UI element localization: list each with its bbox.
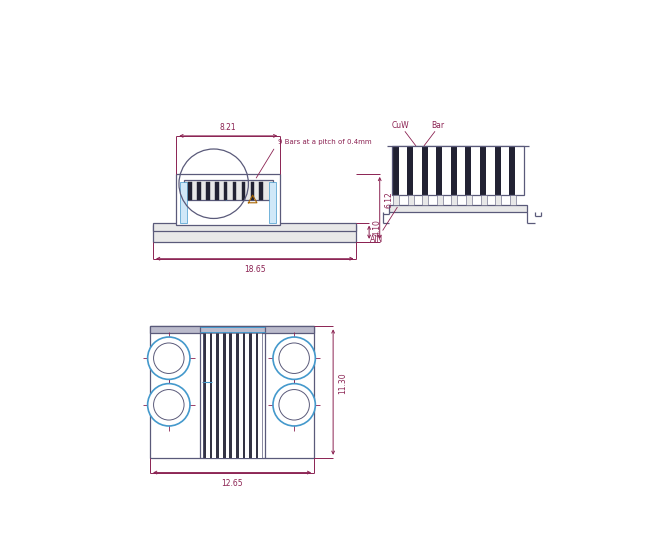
Circle shape <box>148 337 190 379</box>
Bar <box>495 195 501 205</box>
Bar <box>206 182 210 200</box>
Bar <box>252 333 256 458</box>
Text: 11.30: 11.30 <box>338 373 347 394</box>
Text: AlN: AlN <box>370 207 397 244</box>
Bar <box>268 183 276 223</box>
Text: Bar: Bar <box>432 120 445 130</box>
Text: CuW: CuW <box>391 120 409 130</box>
Bar <box>215 182 218 200</box>
Bar <box>471 146 480 195</box>
Bar <box>245 333 249 458</box>
Bar <box>242 182 245 200</box>
Bar <box>422 146 428 195</box>
Bar <box>393 146 524 195</box>
Bar <box>259 182 263 200</box>
Bar <box>250 182 254 200</box>
Text: 4.10: 4.10 <box>372 219 382 236</box>
Bar <box>442 146 450 195</box>
Bar <box>203 333 263 458</box>
Bar <box>510 195 516 205</box>
Bar <box>393 195 399 205</box>
Text: 9 Bars at a pitch of 0.4mm: 9 Bars at a pitch of 0.4mm <box>256 139 372 178</box>
Bar <box>515 146 524 195</box>
Bar <box>153 225 356 242</box>
Bar <box>466 195 472 205</box>
Bar <box>480 146 486 195</box>
Bar <box>184 180 272 200</box>
Bar <box>150 327 314 458</box>
Circle shape <box>153 343 184 373</box>
Bar <box>229 333 232 458</box>
Bar <box>249 333 252 458</box>
Bar <box>451 195 458 205</box>
Bar <box>437 195 443 205</box>
Bar <box>203 333 206 458</box>
Text: 8.21: 8.21 <box>220 123 237 131</box>
Bar <box>457 146 465 195</box>
Text: 18.65: 18.65 <box>244 265 266 274</box>
Circle shape <box>279 389 309 420</box>
Circle shape <box>279 343 309 373</box>
Bar <box>259 333 263 458</box>
Text: 12.65: 12.65 <box>221 479 243 488</box>
Bar <box>197 182 201 200</box>
Bar <box>153 223 356 231</box>
Bar <box>223 333 226 458</box>
Circle shape <box>273 337 315 379</box>
Bar <box>450 146 457 195</box>
Bar <box>428 146 436 195</box>
Bar <box>509 146 515 195</box>
Bar <box>500 146 509 195</box>
Bar <box>398 146 407 195</box>
Bar <box>239 333 242 458</box>
Bar <box>150 327 314 333</box>
Circle shape <box>273 384 315 426</box>
Bar <box>393 146 398 195</box>
Bar <box>480 195 487 205</box>
Bar <box>465 146 471 195</box>
Bar <box>232 333 236 458</box>
Bar <box>422 195 428 205</box>
Bar <box>176 174 280 225</box>
Bar <box>210 333 213 458</box>
Bar <box>213 333 216 458</box>
Bar <box>226 333 229 458</box>
Bar <box>206 333 210 458</box>
Bar <box>188 182 192 200</box>
Bar <box>242 333 245 458</box>
Bar <box>224 182 228 200</box>
Bar <box>495 146 501 195</box>
Circle shape <box>148 384 190 426</box>
Circle shape <box>153 389 184 420</box>
Bar <box>216 333 219 458</box>
Bar <box>408 195 413 205</box>
Bar <box>413 146 422 195</box>
Bar <box>256 333 259 458</box>
Bar <box>389 205 527 212</box>
Bar <box>236 333 239 458</box>
Bar <box>486 146 495 195</box>
Bar <box>180 183 187 223</box>
Bar <box>436 146 442 195</box>
Bar <box>407 146 413 195</box>
Bar <box>219 333 223 458</box>
Text: 6.12: 6.12 <box>385 191 394 208</box>
Bar <box>233 182 237 200</box>
